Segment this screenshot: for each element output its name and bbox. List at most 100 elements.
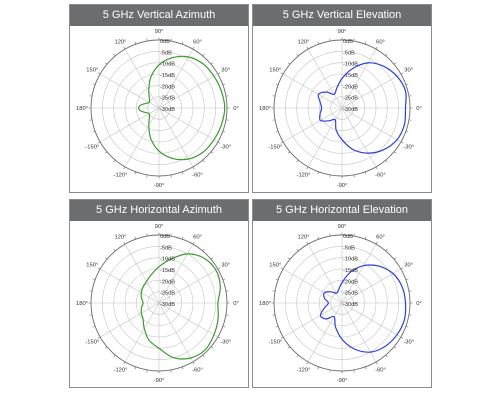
angle-tick xyxy=(364,171,367,175)
radiation-pattern-line xyxy=(137,55,226,161)
angle-label: 0° xyxy=(416,301,422,307)
angle-tick xyxy=(104,62,108,65)
angle-tick xyxy=(400,336,404,339)
angle-tick xyxy=(113,248,116,252)
polar-plot: 0dB -5dB -10dB -15dB -20dB -25dB -30dB 0° 30° 60°… xyxy=(76,29,239,189)
angle-label: 90° xyxy=(338,224,347,230)
angle-tick xyxy=(217,336,221,339)
angle-label: 120° xyxy=(298,39,310,45)
radiation-pattern-line xyxy=(317,62,407,154)
grid-spoke xyxy=(124,107,160,168)
angle-tick xyxy=(280,336,284,339)
angle-label: 60° xyxy=(376,234,385,240)
angle-tick xyxy=(210,257,214,260)
grid-spoke xyxy=(158,302,194,363)
grid-spoke xyxy=(341,48,377,109)
grid-spoke xyxy=(307,48,343,109)
ring-label: -20dB xyxy=(343,279,358,285)
angle-tick xyxy=(92,83,96,86)
angle-tick xyxy=(296,159,299,163)
angle-tick xyxy=(287,62,291,65)
angle-label: 150° xyxy=(269,263,281,269)
angle-tick xyxy=(113,159,116,163)
angle-tick xyxy=(275,130,279,133)
angle-tick xyxy=(393,151,397,154)
angle-label: -30° xyxy=(220,340,231,346)
angle-tick xyxy=(192,166,195,170)
angle-tick xyxy=(400,72,404,75)
angle-label: 30° xyxy=(221,68,230,74)
angle-tick xyxy=(385,159,388,163)
chart-panel: 5 GHz Vertical Azimuth 0dB -5dB -10dB -15dB… xyxy=(69,4,249,193)
angle-tick xyxy=(375,361,378,365)
ring-label: -10dB xyxy=(160,62,175,68)
grid-spoke xyxy=(158,107,194,168)
angle-tick xyxy=(181,171,184,175)
polar-plot: 0dB -5dB -10dB -15dB -20dB -25dB -30dB 0° 30° 60°… xyxy=(259,224,422,384)
angle-tick xyxy=(222,278,226,281)
ring-label: -10dB xyxy=(160,257,175,263)
ring-label: -15dB xyxy=(343,268,358,274)
radiation-pattern-line xyxy=(319,264,407,353)
angle-label: -30° xyxy=(403,340,414,346)
angle-tick xyxy=(104,346,108,349)
angle-label: -120° xyxy=(297,173,311,179)
ring-label: 0dB xyxy=(160,234,170,240)
grid-spoke xyxy=(158,48,194,109)
angle-tick xyxy=(134,366,137,370)
angle-tick xyxy=(217,141,221,144)
angle-label: -90° xyxy=(154,378,165,384)
angle-tick xyxy=(181,366,184,370)
ring-label: -10dB xyxy=(343,62,358,68)
angle-label: 150° xyxy=(269,68,281,74)
grid-spoke xyxy=(99,302,160,338)
angle-label: -90° xyxy=(337,183,348,189)
grid-spoke xyxy=(282,73,343,109)
polar-plot: 0dB -5dB -10dB -15dB -20dB -25dB -30dB 0° 30° 60°… xyxy=(76,224,239,384)
ring-label: -5dB xyxy=(160,245,172,251)
angle-tick xyxy=(97,141,101,144)
chart-title: 5 GHz Horizontal Elevation xyxy=(253,200,431,221)
ring-label: -25dB xyxy=(343,291,358,297)
angle-label: 180° xyxy=(76,106,88,112)
chart-panel: 5 GHz Horizontal Elevation 0dB -5dB -10dB -… xyxy=(252,199,432,388)
angle-label: -120° xyxy=(114,173,128,179)
angle-tick xyxy=(202,159,205,163)
ring-label: -30dB xyxy=(160,302,175,308)
radiation-pattern-line xyxy=(140,253,221,360)
angle-label: 180° xyxy=(76,301,88,307)
angle-tick xyxy=(287,257,291,260)
ring-label: -20dB xyxy=(343,84,358,90)
angle-tick xyxy=(375,46,378,50)
angle-tick xyxy=(375,241,378,245)
angle-label: 60° xyxy=(193,234,202,240)
chart-title: 5 GHz Vertical Azimuth xyxy=(70,5,248,26)
ring-label: 0dB xyxy=(343,39,353,45)
angle-tick xyxy=(400,267,404,270)
angle-tick xyxy=(134,41,137,45)
angle-tick xyxy=(275,325,279,328)
angle-label: 30° xyxy=(404,263,413,269)
angle-label: 60° xyxy=(376,39,385,45)
chart-title: 5 GHz Vertical Elevation xyxy=(253,5,431,26)
angle-tick xyxy=(306,166,309,170)
angle-label: -60° xyxy=(375,173,386,179)
angle-tick xyxy=(287,346,291,349)
angle-tick xyxy=(210,151,214,154)
angle-label: -60° xyxy=(192,173,203,179)
grid-spoke xyxy=(124,243,160,304)
angle-label: -150° xyxy=(268,145,282,151)
angle-tick xyxy=(192,46,195,50)
grid-spoke xyxy=(99,268,160,304)
angle-label: -90° xyxy=(154,183,165,189)
angle-tick xyxy=(222,83,226,86)
angle-tick xyxy=(210,62,214,65)
angle-tick xyxy=(217,72,221,75)
ring-label: 0dB xyxy=(343,234,353,240)
polar-plot: 0dB -5dB -10dB -15dB -20dB -25dB -30dB 0° 30° 60°… xyxy=(259,29,422,189)
angle-label: -60° xyxy=(375,368,386,374)
angle-label: 0° xyxy=(416,106,422,112)
angle-tick xyxy=(123,166,126,170)
ring-label: -30dB xyxy=(343,302,358,308)
angle-tick xyxy=(317,366,320,370)
